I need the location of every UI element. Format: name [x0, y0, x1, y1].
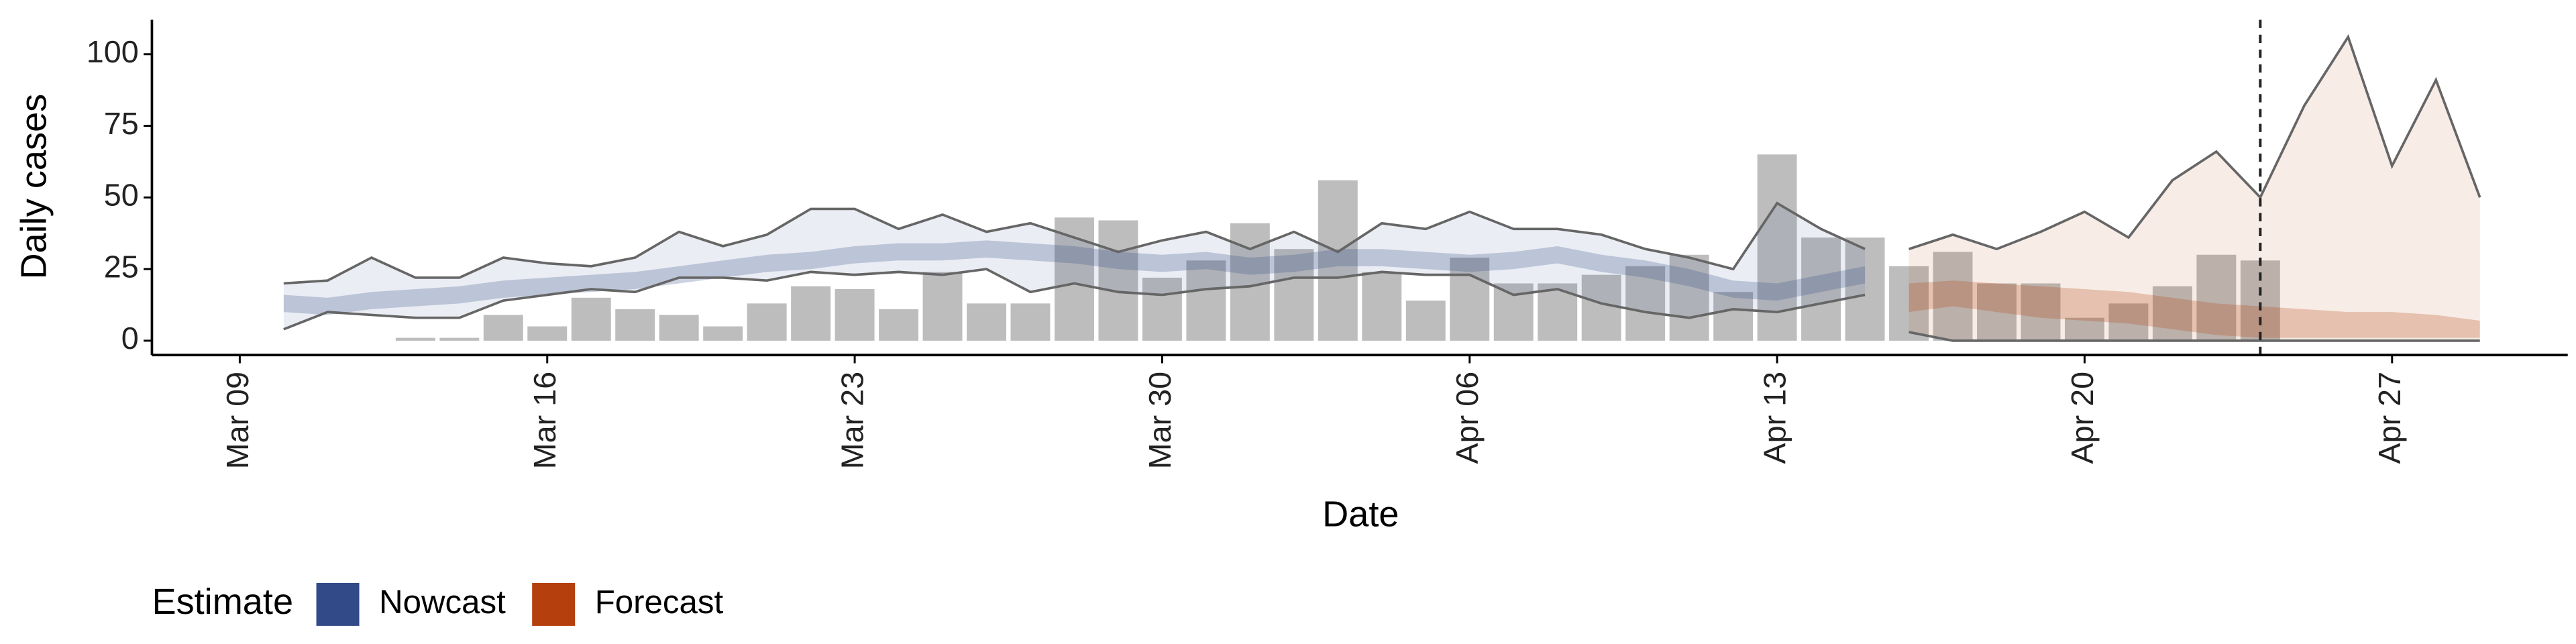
bar — [2064, 317, 2104, 341]
bar — [1669, 254, 1709, 341]
y-tick-label: 75 — [104, 106, 139, 141]
bar — [1581, 274, 1621, 341]
bar — [2108, 303, 2149, 341]
y-tick-label: 25 — [104, 249, 139, 284]
bar — [1713, 292, 1754, 341]
bar — [747, 303, 787, 341]
band-edge — [283, 268, 1866, 331]
bar — [967, 303, 1006, 341]
y-tick-label: 100 — [87, 34, 139, 69]
bar — [527, 326, 568, 341]
y-axis-title: Daily cases — [13, 94, 54, 280]
legend-label: Forecast — [595, 584, 724, 621]
bar — [659, 315, 699, 341]
bar — [1362, 272, 1402, 341]
bar — [879, 309, 919, 341]
bar — [2196, 254, 2237, 341]
bar — [1845, 237, 1885, 341]
bar — [922, 272, 963, 341]
x-tick-label: Apr 20 — [2065, 372, 2100, 464]
inner-band — [283, 240, 1866, 315]
bar — [395, 337, 435, 341]
bar — [1977, 283, 2017, 341]
x-tick-label: Apr 13 — [1757, 372, 1792, 464]
bar — [835, 289, 875, 341]
bar — [1098, 220, 1138, 341]
bar — [439, 337, 480, 341]
bar — [1142, 277, 1182, 341]
bar — [1010, 303, 1051, 341]
band-edge — [1909, 331, 2480, 342]
y-tick-label: 0 — [121, 321, 139, 356]
bar — [1186, 260, 1226, 341]
bar — [2021, 283, 2061, 341]
bar — [1889, 266, 1929, 341]
x-tick-label: Apr 06 — [1450, 372, 1485, 464]
legend-title: Estimate — [152, 582, 293, 622]
bar — [2152, 286, 2192, 341]
x-axis-title: Date — [1322, 494, 1399, 535]
x-tick-label: Mar 23 — [835, 372, 869, 470]
y-tick-label: 50 — [104, 178, 139, 213]
outer-band — [283, 203, 1866, 329]
x-tick-label: Mar 30 — [1142, 372, 1177, 470]
bar — [1933, 252, 1973, 341]
bar — [483, 315, 523, 341]
legend-swatch — [532, 582, 576, 626]
band-edge — [283, 201, 1866, 285]
bar — [1625, 266, 1666, 341]
bar — [615, 309, 655, 341]
bar — [1318, 180, 1358, 341]
bar — [1801, 237, 1841, 341]
bar — [791, 286, 831, 341]
bar — [1450, 258, 1490, 341]
x-tick-label: Apr 27 — [2372, 372, 2407, 464]
x-tick-label: Mar 09 — [220, 372, 255, 470]
legend-label: Nowcast — [379, 584, 506, 621]
bar — [1274, 249, 1314, 341]
bar — [1405, 301, 1446, 341]
x-tick-label: Mar 16 — [527, 372, 562, 470]
inner-band — [1909, 280, 2480, 338]
legend-swatch — [316, 582, 360, 626]
band-edge — [1908, 34, 2481, 251]
bar — [571, 297, 611, 341]
bar — [703, 326, 743, 341]
outer-band — [1909, 37, 2480, 341]
